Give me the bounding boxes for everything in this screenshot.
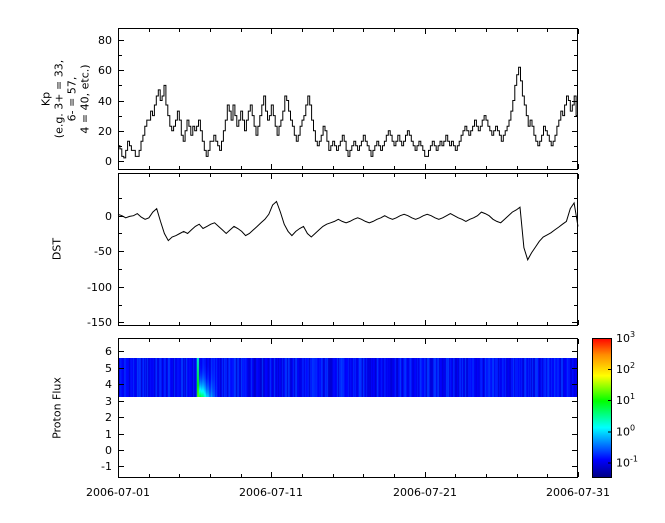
- axes-frame-group: 0 20 40 60 80 0 -50 -100 -150 6 5 4 3 2 1 0 -1: [87, 28, 579, 478]
- pf-y-tick-label: 1: [105, 428, 112, 441]
- pf-y-tick-label: 0: [105, 444, 112, 457]
- x-tick-label: 2006-07-01: [86, 486, 150, 499]
- dst-y-tick-label: -150: [87, 316, 112, 329]
- x-tick-label: 2006-07-21: [393, 486, 457, 499]
- colorbar-frame: [592, 338, 612, 478]
- x-tick-label: 2006-07-11: [239, 486, 303, 499]
- proton-axis-label: Proton Flux: [50, 377, 64, 439]
- dst-line: [117, 200, 579, 262]
- dst-axis-label: DST: [50, 237, 64, 261]
- colorbar: [592, 338, 612, 478]
- x-tick-label: 2006-07-31: [546, 486, 610, 499]
- kp-axis-label-line3: 6- = 57,: [65, 76, 79, 122]
- dst-y-tick-label: -100: [87, 281, 112, 294]
- kp-panel-frame: [118, 28, 578, 170]
- kp-y-tick-label: 40: [98, 95, 112, 108]
- pf-y-tick-label: 3: [105, 395, 112, 408]
- kp-line: [118, 66, 578, 159]
- pf-y-tick-label: -1: [101, 460, 112, 473]
- dst-panel-frame: [118, 173, 578, 326]
- kp-y-tick-label: 80: [98, 34, 112, 47]
- pf-y-tick-label: 2: [105, 411, 112, 424]
- kp-axis-label-line2: (e.g. 3+ = 33,: [52, 59, 66, 139]
- dst-y-tick-label: 0: [105, 210, 112, 223]
- proton-flux-heatmap: [118, 358, 578, 397]
- proton-flux-panel-frame: [118, 338, 578, 478]
- pf-y-tick-label: 4: [105, 378, 112, 391]
- kp-y-tick-label: 0: [105, 155, 112, 168]
- dst-y-tick-label: -50: [94, 245, 112, 258]
- colorbar-tick-label: 102: [616, 361, 635, 376]
- colorbar-tick-label: 100: [616, 423, 635, 438]
- colorbar-tick-label: 10-1: [616, 454, 638, 469]
- colorbar-tick-label: 103: [616, 330, 635, 345]
- kp-y-tick-label: 20: [98, 125, 112, 138]
- pf-y-tick-label: 6: [105, 345, 112, 358]
- kp-axis-label-line4: 4 = 40, etc.): [78, 64, 92, 134]
- kp-y-tick-label: 60: [98, 64, 112, 77]
- colorbar-tick-label: 101: [616, 392, 635, 407]
- pf-y-tick-label: 5: [105, 362, 112, 375]
- kp-axis-label-line1: Kp: [39, 91, 53, 107]
